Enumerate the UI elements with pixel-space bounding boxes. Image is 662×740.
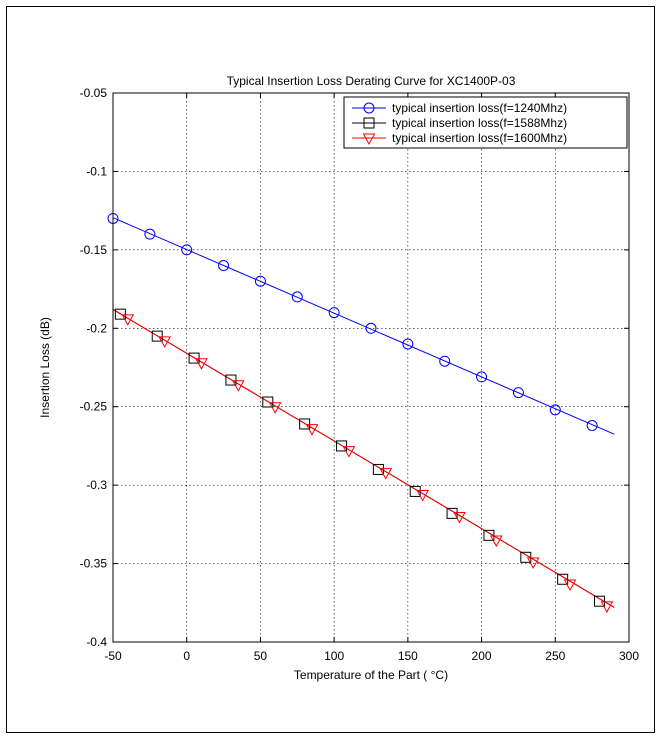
- series-2-point: [299, 418, 311, 430]
- series-3-point: [379, 468, 393, 480]
- x-tick-label: 50: [254, 649, 268, 663]
- series-3-point: [158, 336, 171, 348]
- series-1-point: [365, 322, 377, 334]
- plot-area-border: [112, 92, 630, 643]
- series-1-point: [328, 307, 340, 319]
- series-1-point: [291, 291, 303, 303]
- series-1-point: [218, 260, 230, 272]
- series-2-point: [557, 573, 569, 585]
- x-tick-label: 200: [472, 649, 492, 663]
- series-2-point: [594, 595, 606, 607]
- series-markers: [107, 212, 614, 613]
- series-2-point: [151, 330, 163, 342]
- y-tick-label: -0.2: [86, 321, 107, 335]
- grid: [113, 93, 629, 642]
- x-axis-label: Temperature of the Part ( °C): [294, 668, 448, 682]
- series-3-point: [453, 512, 466, 524]
- y-tick-label: -0.35: [80, 557, 108, 571]
- x-tick-label: -50: [104, 649, 122, 663]
- series-3-point: [121, 314, 135, 326]
- x-tick-label: 250: [545, 649, 565, 663]
- y-axis-label: Insertion Loss (dB): [38, 317, 52, 418]
- series-2-point: [262, 396, 274, 408]
- series-lines: [112, 217, 615, 608]
- series-3-point: [416, 490, 429, 502]
- series-2-point: [483, 529, 495, 541]
- legend-entry-label: typical insertion loss(f=1240Mhz): [392, 101, 567, 115]
- series-3-point: [231, 380, 245, 392]
- series-1-point: [402, 338, 414, 350]
- series-2-point: [520, 551, 532, 563]
- legend-entry-label: typical insertion loss(f=1600Mhz): [392, 131, 567, 145]
- x-tick-label: 150: [398, 649, 418, 663]
- y-tick-label: -0.4: [86, 635, 107, 649]
- legend-marker: [362, 133, 376, 146]
- series-3-point: [305, 424, 319, 436]
- series-1-point: [181, 244, 193, 256]
- y-tick-label: -0.3: [86, 478, 107, 492]
- y-tick-label: -0.15: [80, 243, 108, 257]
- axes: -50 0 50 100 150 200 250 300 -0.4 -0.35 -0.3 -0.25 -…: [80, 86, 640, 663]
- y-tick-label: -0.1: [86, 164, 107, 178]
- x-tick-label: 300: [619, 649, 639, 663]
- series-3-point: [600, 601, 614, 613]
- series-2-point: [336, 440, 348, 452]
- legend-entry-label: typical insertion loss(f=1588Mhz): [392, 116, 567, 130]
- series-1-fit-line: [112, 217, 615, 435]
- series-3-point: [526, 557, 540, 570]
- legend-marker: [363, 102, 375, 114]
- x-tick-label: 100: [324, 649, 344, 663]
- series-2-point: [114, 308, 126, 320]
- y-tick-label: -0.25: [80, 400, 108, 414]
- figure-window: Typical Insertion Loss Derating Curve fo…: [6, 6, 655, 733]
- series-1-point: [439, 355, 451, 367]
- y-tick-label: -0.05: [80, 86, 108, 100]
- series-1-point: [512, 387, 524, 399]
- series-1-point: [586, 420, 598, 432]
- series-2-point: [372, 463, 384, 475]
- series-2-point: [188, 352, 200, 364]
- legend-box: [343, 96, 628, 149]
- series-3-point: [563, 579, 577, 592]
- series-3-fit-line: [112, 309, 615, 608]
- legend: typical insertion loss(f=1240Mhz)typical…: [343, 96, 628, 149]
- series-3-point: [195, 358, 208, 370]
- series-3-point: [342, 446, 356, 458]
- series-3-point: [489, 535, 503, 548]
- series-3-point: [268, 402, 282, 414]
- series-2-point: [409, 485, 421, 497]
- series-1-point: [254, 275, 266, 287]
- legend-marker: [363, 117, 375, 129]
- series-2-point: [225, 374, 237, 386]
- series-1-point: [549, 404, 561, 416]
- x-tick-label: 0: [183, 649, 190, 663]
- chart-title: Typical Insertion Loss Derating Curve fo…: [227, 74, 516, 88]
- series-2-point: [446, 507, 458, 519]
- series-1-point: [144, 228, 156, 240]
- series-1-point: [476, 371, 488, 383]
- chart-svg: Typical Insertion Loss Derating Curve fo…: [38, 74, 640, 682]
